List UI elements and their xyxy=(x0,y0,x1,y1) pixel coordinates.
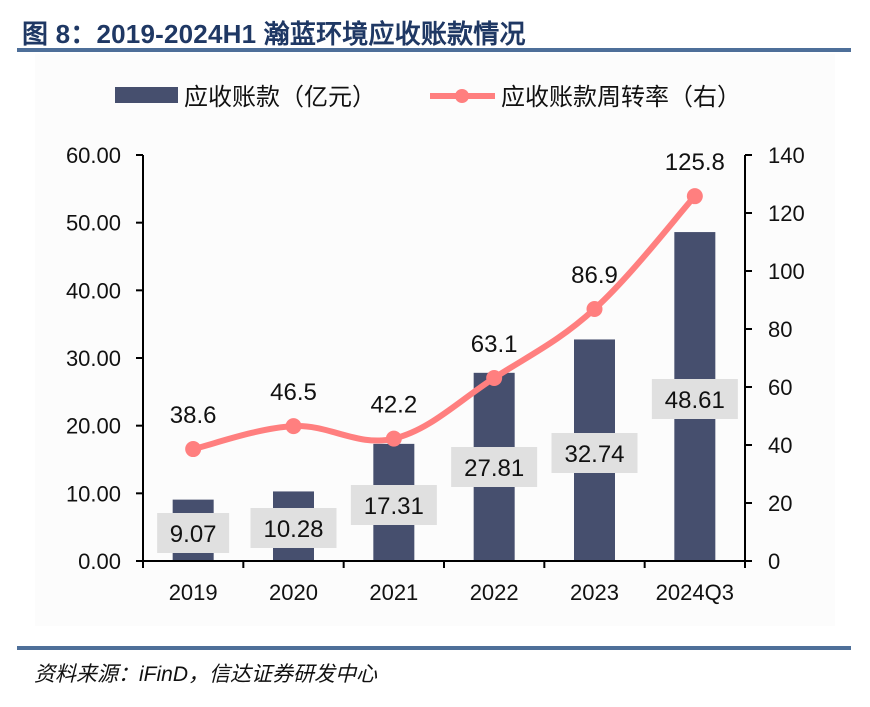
legend: 应收账款（亿元） 应收账款周转率（右） xyxy=(115,84,741,111)
x-tick-label: 2021 xyxy=(369,580,418,605)
line-marker xyxy=(285,418,302,435)
left-tick-label: 0.00 xyxy=(78,549,121,574)
right-tick-label: 20 xyxy=(768,491,792,516)
left-tick-label: 40.00 xyxy=(66,278,121,303)
bar-value-label-bg xyxy=(551,433,638,473)
left-tick-label: 10.00 xyxy=(66,481,121,506)
right-tick-label: 40 xyxy=(768,433,792,458)
bar-value-label: 32.74 xyxy=(564,441,624,468)
legend-bar-label: 应收账款（亿元） xyxy=(184,84,376,111)
line-value-label: 46.5 xyxy=(270,379,317,406)
bar-value-label-bg xyxy=(157,513,230,553)
x-tick-label: 2022 xyxy=(470,580,519,605)
x-tick-label: 2019 xyxy=(169,580,218,605)
right-tick-label: 100 xyxy=(768,259,805,284)
line-value-label: 63.1 xyxy=(471,331,518,358)
right-tick-label: 80 xyxy=(768,317,792,342)
line-marker xyxy=(686,188,703,205)
line-value-label: 42.2 xyxy=(370,392,417,419)
source-note: 资料来源：iFinD，信达证券研发中心 xyxy=(34,663,378,686)
legend-bar-swatch xyxy=(115,87,178,103)
line-marker xyxy=(185,441,202,458)
bar-value-label: 27.81 xyxy=(464,455,524,482)
legend-line-marker xyxy=(455,89,469,103)
bar-value-label: 9.07 xyxy=(170,521,217,548)
line-value-label: 38.6 xyxy=(170,402,217,429)
bar-value-label: 48.61 xyxy=(665,387,725,414)
left-tick-label: 20.00 xyxy=(66,414,121,439)
line-value-label: 86.9 xyxy=(571,262,618,289)
bar-value-label: 17.31 xyxy=(364,493,424,520)
bar-value-label-bg xyxy=(350,485,437,525)
x-tick-label: 2023 xyxy=(570,580,619,605)
right-tick-label: 60 xyxy=(768,375,792,400)
bar-value-label-bg xyxy=(451,447,538,487)
turnover-line xyxy=(190,193,698,453)
x-tick-label: 2024Q3 xyxy=(656,580,734,605)
source-rule xyxy=(17,646,851,650)
left-tick-label: 60.00 xyxy=(66,143,121,168)
line-marker xyxy=(586,300,603,317)
line-value-label: 125.8 xyxy=(665,149,725,176)
left-tick-label: 30.00 xyxy=(66,346,121,371)
line-marker xyxy=(486,370,503,387)
right-tick-label: 140 xyxy=(768,143,805,168)
bar-value-label-bg xyxy=(250,508,337,548)
chart-title: 图 8：2019-2024H1 瀚蓝环境应收账款情况 xyxy=(22,19,526,49)
legend-line-label: 应收账款周转率（右） xyxy=(501,84,741,111)
title-rule xyxy=(17,48,851,52)
right-tick-label: 120 xyxy=(768,201,805,226)
bar-value-label-bg xyxy=(651,379,738,419)
right-tick-label: 0 xyxy=(768,549,780,574)
bar-value-label: 10.28 xyxy=(263,516,323,543)
x-tick-label: 2020 xyxy=(269,580,318,605)
line-marker xyxy=(385,430,402,447)
left-tick-label: 50.00 xyxy=(66,211,121,236)
